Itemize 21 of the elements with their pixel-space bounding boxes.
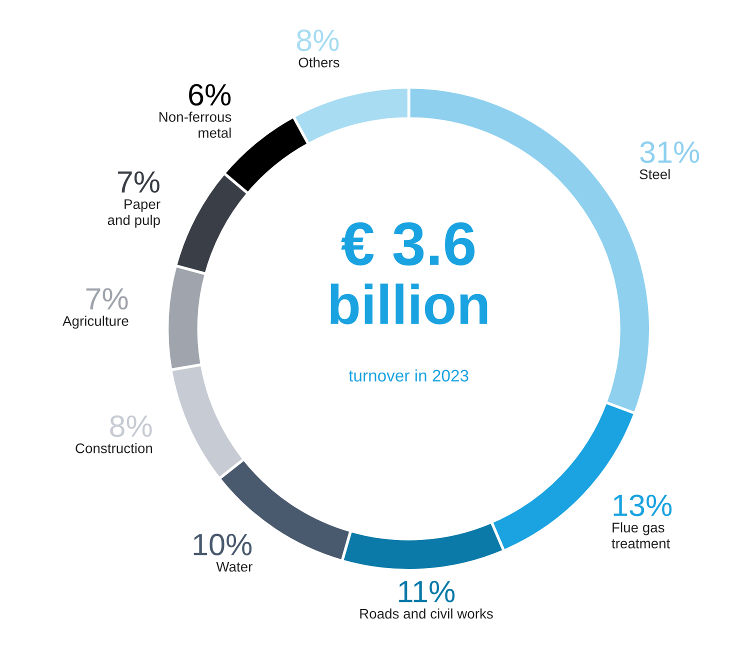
slice-label: Roads and civil works [360,608,493,619]
data-label: 7% [86,288,128,310]
data-label: 8% [110,415,152,437]
slice-label: Steel [640,169,670,180]
text: billion [330,284,488,324]
slice-label: Construction [76,443,152,454]
data-label: 10% [194,534,252,556]
data-label: 8% [296,30,339,52]
data-label: 13% [614,494,672,516]
slice-label: Others [298,57,340,68]
data-label: 7% [118,171,160,193]
slice-label: Non-ferrous metal [159,112,232,138]
slice-label: Flue gas treatment [612,522,670,548]
slice-label: Paper and pulp [108,199,160,228]
slice-label: Water [216,562,252,572]
text: € 3.6 [341,222,475,266]
data-label: 31% [640,141,700,164]
slice-label: Agriculture [62,316,128,329]
data-label: 11% [399,580,455,602]
data-label: 6% [189,84,231,106]
text: turnover in 2023 [348,369,468,382]
